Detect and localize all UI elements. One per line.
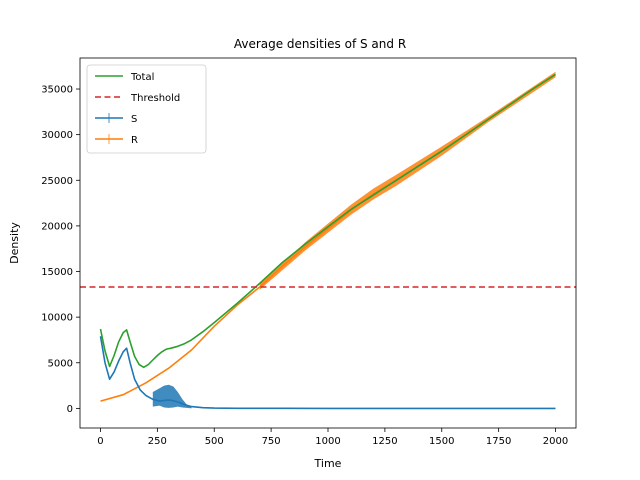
x-tick-label: 1750 — [486, 436, 511, 447]
x-tick-label: 750 — [262, 436, 281, 447]
y-tick-label: 20000 — [41, 221, 73, 232]
y-tick-label: 35000 — [41, 85, 73, 96]
legend-total-label: Total — [130, 72, 154, 83]
series-line-total — [99, 73, 556, 369]
x-axis: 0 250 500 750 1000 1250 1500 1750 2000 — [97, 428, 568, 447]
x-tick-label: 1000 — [315, 436, 340, 447]
legend-s-label: S — [131, 114, 137, 125]
y-tick-label: 10000 — [41, 313, 73, 324]
y-tick-label: 15000 — [41, 267, 73, 278]
legend-box — [86, 64, 207, 154]
x-axis-label: Time — [314, 457, 342, 470]
series-band-r — [259, 71, 556, 290]
y-tick-label: 5000 — [48, 358, 73, 369]
x-tick-label: 250 — [148, 436, 167, 447]
y-axis-label: Density — [8, 222, 21, 264]
series-line-s — [99, 336, 556, 410]
chart-title: Average densities of S and R — [234, 37, 406, 51]
x-tick-label: 0 — [97, 436, 103, 447]
x-tick-label: 2000 — [543, 436, 568, 447]
plot-area — [80, 71, 576, 410]
x-tick-label: 1500 — [429, 436, 454, 447]
legend-threshold-label: Threshold — [130, 93, 180, 104]
legend-r-label: R — [131, 135, 138, 146]
y-axis: 0 5000 10000 15000 20000 25000 30000 35000 — [41, 85, 80, 415]
y-tick-label: 30000 — [41, 130, 73, 141]
x-tick-label: 500 — [205, 436, 224, 447]
y-tick-label: 25000 — [41, 176, 73, 187]
legend: Total Threshold SR — [86, 64, 207, 154]
y-tick-label: 0 — [67, 404, 73, 415]
series-band-s — [152, 384, 192, 409]
x-tick-label: 1250 — [372, 436, 397, 447]
